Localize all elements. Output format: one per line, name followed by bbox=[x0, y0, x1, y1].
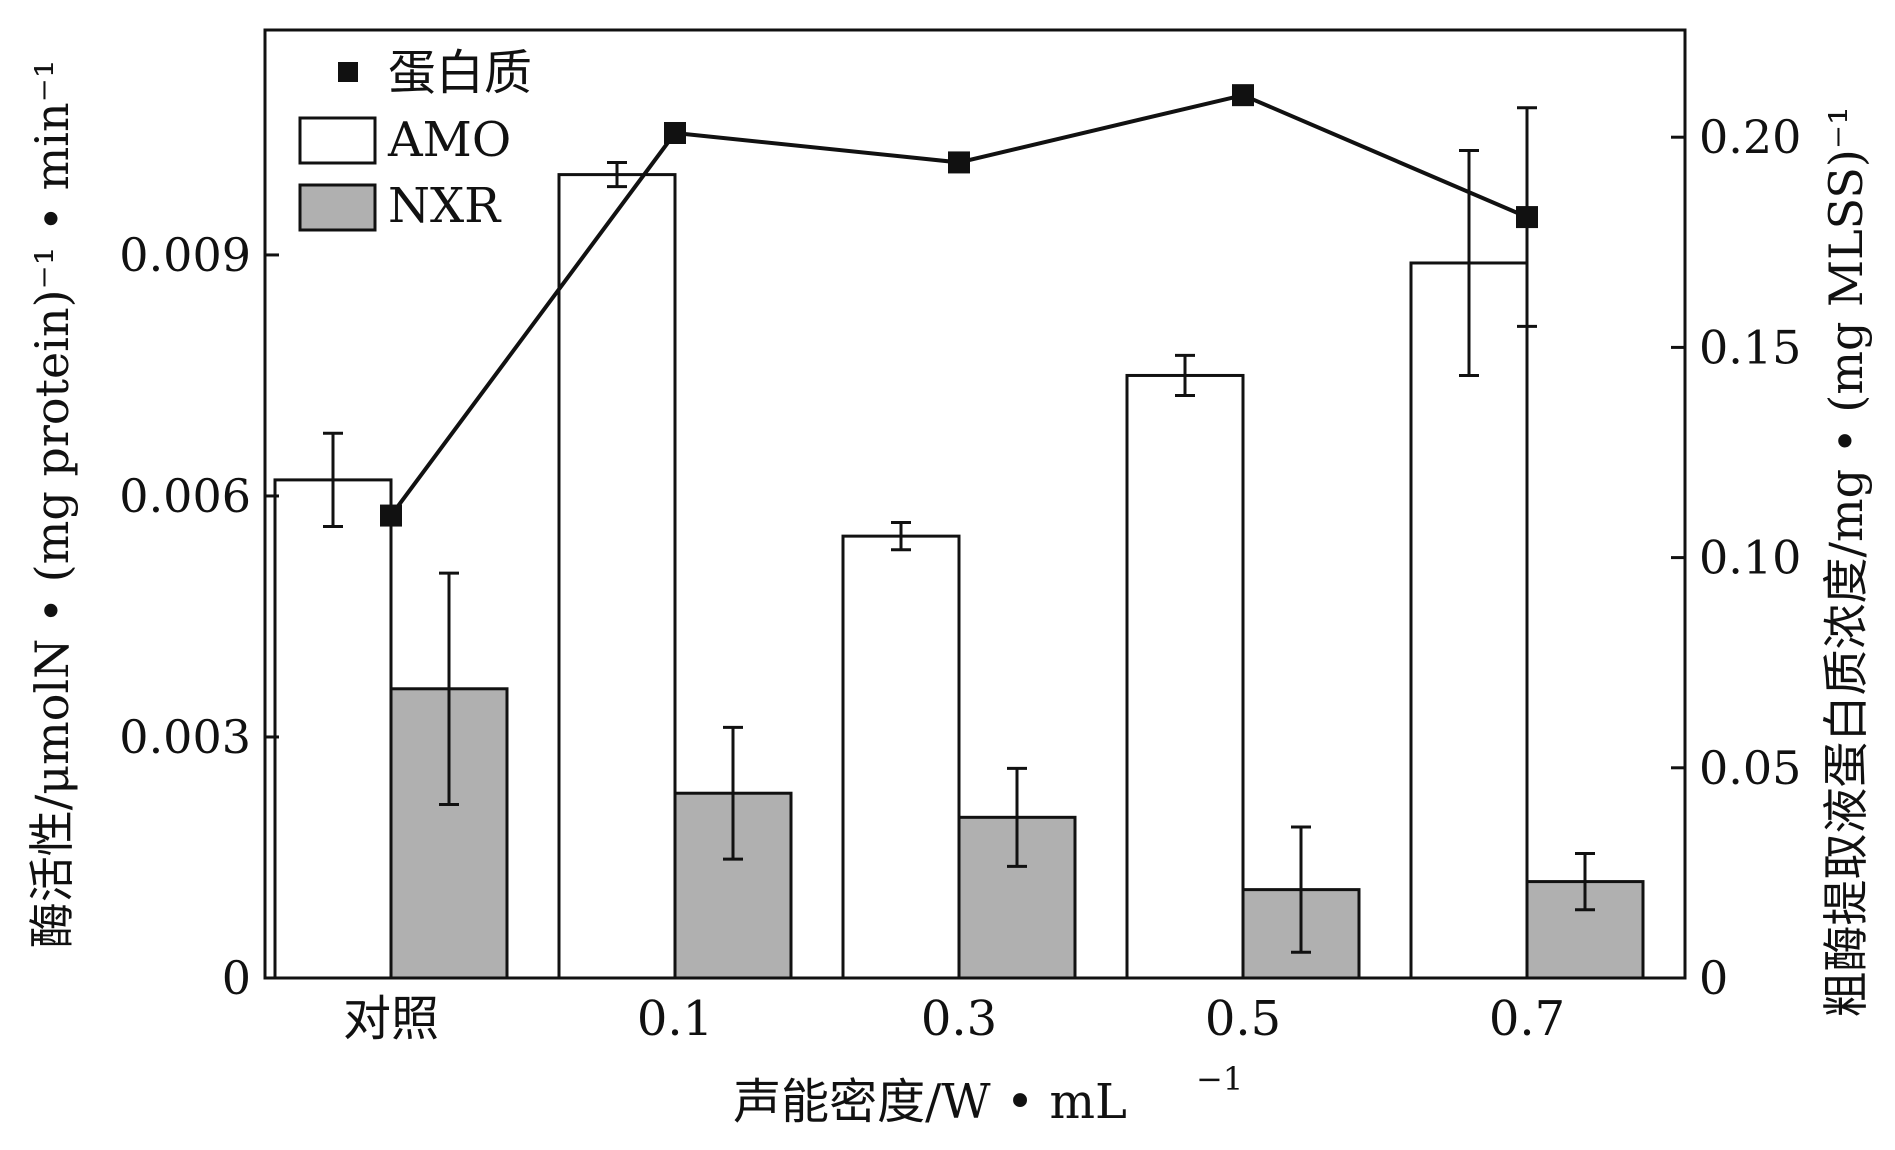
left-tick-label-2: 0.006 bbox=[119, 469, 251, 523]
amo-bar-1 bbox=[557, 173, 677, 980]
right-tick-label-3: 0.15 bbox=[1699, 320, 1801, 374]
legend-protein-label: 蛋白质 bbox=[388, 45, 532, 101]
legend-nxr-swatch bbox=[298, 183, 377, 232]
amo-bar-3 bbox=[1125, 373, 1245, 980]
left-tick-label-0: 0 bbox=[222, 951, 251, 1005]
right-tick-label-0: 0 bbox=[1699, 951, 1728, 1005]
x-axis-title-superscript: −1 bbox=[1196, 1060, 1243, 1098]
left-tick-label-1: 0.003 bbox=[119, 710, 251, 764]
amo-bar-2 bbox=[841, 534, 961, 980]
protein-marker-2 bbox=[948, 151, 970, 174]
amo-bar-4 bbox=[1409, 261, 1529, 980]
right-tick-label-1: 0.05 bbox=[1699, 741, 1801, 795]
x-axis-title: 声能密度/W • mL bbox=[733, 1074, 1127, 1130]
left-axis-title: 酶活性/μmolN • (mg protein)⁻¹ • min⁻¹ bbox=[25, 60, 79, 949]
protein-marker-0 bbox=[380, 504, 402, 527]
protein-marker-1 bbox=[664, 121, 686, 144]
right-axis-title: 粗酶提取液蛋白质浓度/mg • (mg MLSS)⁻¹ bbox=[1819, 106, 1873, 1017]
protein-marker-4 bbox=[1516, 206, 1538, 229]
legend-nxr-label: NXR bbox=[388, 178, 502, 234]
x-tick-label-0: 对照 bbox=[343, 991, 439, 1047]
protein-marker-3 bbox=[1232, 84, 1254, 107]
x-tick-label-4: 0.7 bbox=[1489, 991, 1565, 1047]
legend-protein-marker bbox=[338, 62, 358, 82]
legend-amo-swatch bbox=[298, 116, 377, 165]
right-tick-label-2: 0.10 bbox=[1699, 531, 1801, 585]
x-tick-label-1: 0.1 bbox=[637, 991, 713, 1047]
x-tick-label-3: 0.5 bbox=[1205, 991, 1281, 1047]
amo-bar-0 bbox=[273, 478, 393, 980]
x-tick-label-2: 0.3 bbox=[921, 991, 997, 1047]
plot-frame bbox=[263, 28, 1687, 980]
left-tick-label-3: 0.009 bbox=[119, 228, 251, 282]
right-tick-label-4: 0.20 bbox=[1699, 110, 1801, 164]
legend-amo-label: AMO bbox=[387, 112, 511, 168]
